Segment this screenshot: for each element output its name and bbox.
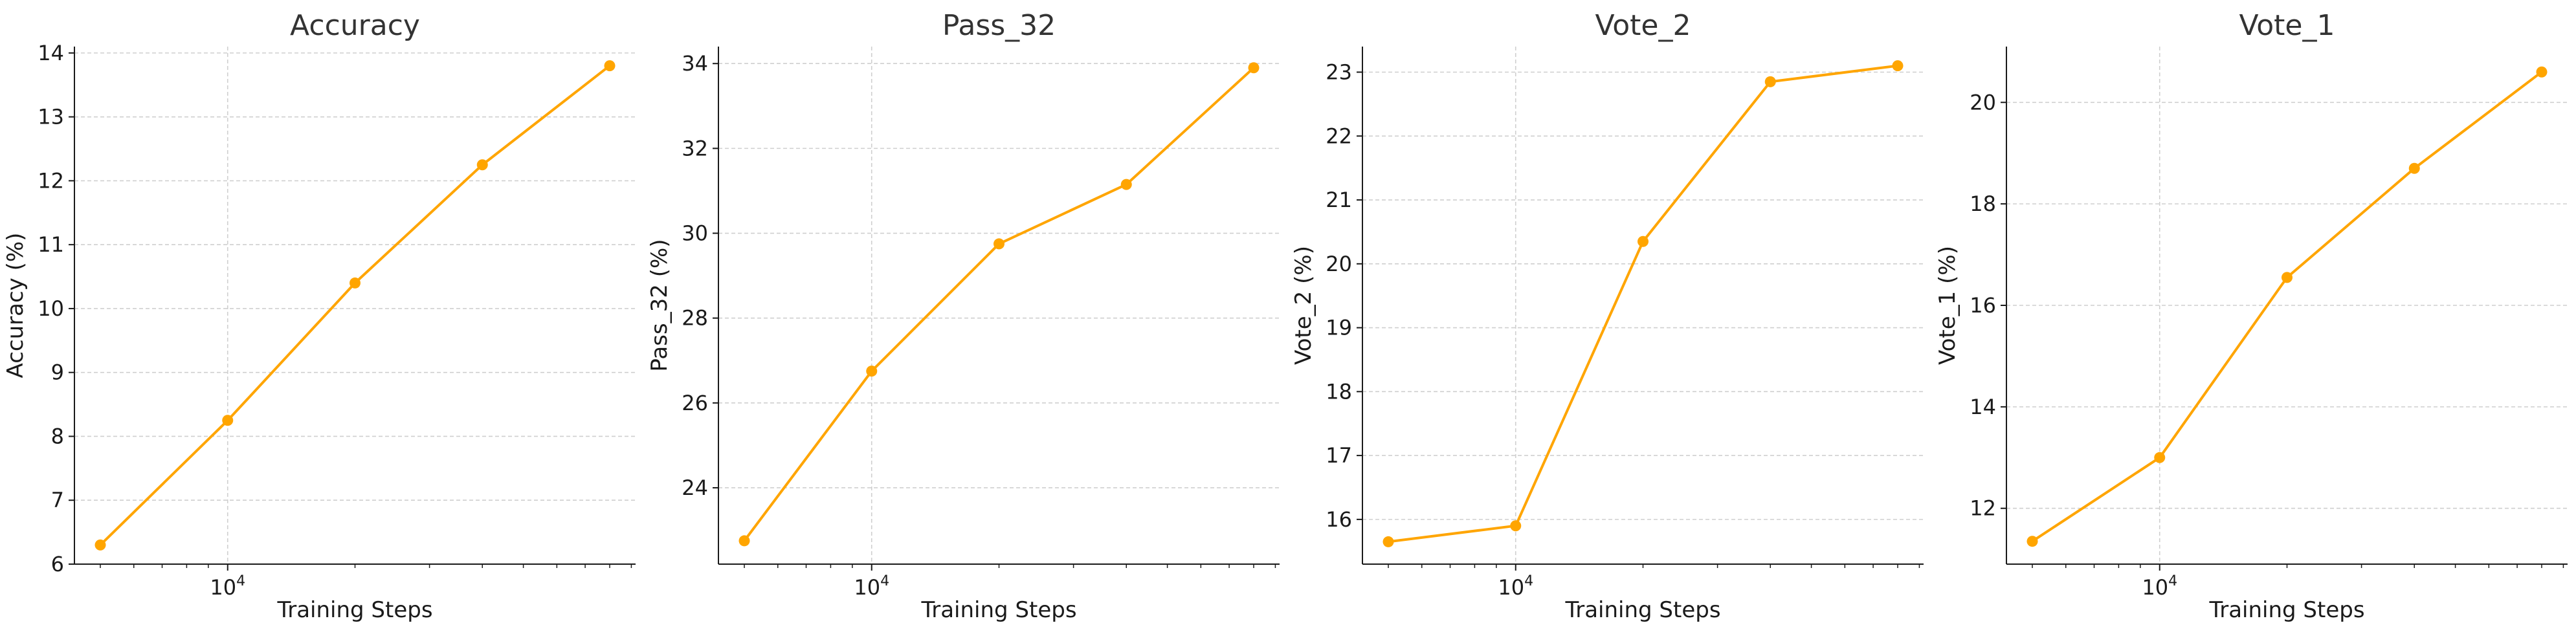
y-tick-label: 7 [51,488,64,512]
x-axis-label: Training Steps [920,597,1076,623]
x-tick-base: 10 [854,575,880,600]
y-tick-label: 18 [1970,191,1996,216]
y-tick-label: 14 [38,41,64,65]
y-tick-label: 17 [1326,443,1352,468]
y-tick-label: 13 [38,105,64,129]
chart-title: Vote_1 [2239,9,2335,42]
x-axis-label: Training Steps [1564,597,1720,623]
data-point [1764,76,1776,87]
x-axis-label: Training Steps [2208,597,2364,623]
data-point [222,415,234,426]
y-tick-label: 18 [1326,379,1352,404]
data-point [1510,520,1522,532]
x-tick-label: 104 [210,573,245,600]
x-axis-label: Training Steps [276,597,432,623]
chart-panel-4: 12 14 16 18 20 104 Vote_1 Training Steps Vote_1 … [1935,9,2568,623]
series-line [1388,64,1898,543]
data-point [2154,452,2166,463]
chart-title: Accuracy [290,9,420,42]
x-tick-exponent: 4 [236,573,245,589]
chart-title: Pass_32 [942,9,1056,42]
y-tick-label: 19 [1326,316,1352,340]
series-line [2031,71,2543,543]
y-tick-label: 12 [38,168,64,193]
y-axis-label: Accuracy (%) [3,233,28,378]
data-point [2536,66,2548,78]
data-point [1638,235,1649,247]
data-point [1248,62,1260,74]
data-point [1892,60,1904,72]
x-tick-exponent: 4 [1524,573,1533,589]
x-tick-base: 10 [210,575,236,600]
y-axis-label: Pass_32 (%) [647,239,672,371]
y-tick-label: 28 [682,306,708,331]
data-point [866,366,878,377]
x-tick-exponent: 4 [2168,573,2177,589]
y-tick-label: 21 [1326,188,1352,212]
data-point [2282,272,2293,283]
x-tick-label: 104 [854,573,889,600]
y-axis-label: Vote_1 (%) [1935,246,1960,365]
data-point [350,277,361,289]
series-line [743,67,1255,542]
y-tick-label: 11 [38,232,64,257]
chart-title: Vote_2 [1595,9,1691,42]
y-tick-label: 12 [1970,496,1996,521]
data-point [1120,179,1132,190]
data-point [2408,162,2420,174]
y-tick-label: 6 [51,552,64,576]
series-line [99,65,611,546]
y-axis-label: Vote_2 (%) [1291,246,1316,365]
y-tick-label: 10 [38,296,64,321]
x-tick-label: 104 [2142,573,2177,600]
y-tick-label: 20 [1326,252,1352,276]
data-point [2026,536,2038,547]
y-tick-label: 9 [51,360,64,385]
data-point [94,539,106,551]
y-tick-label: 20 [1970,90,1996,115]
y-tick-label: 30 [682,221,708,246]
x-tick-base: 10 [2142,575,2168,600]
data-point [476,159,488,171]
data-point [738,535,750,547]
y-tick-label: 26 [682,391,708,415]
y-tick-label: 14 [1970,395,1996,419]
y-tick-label: 32 [682,136,708,160]
data-point [604,60,616,72]
y-tick-label: 16 [1326,507,1352,532]
y-tick-label: 24 [682,476,708,500]
y-tick-label: 23 [1326,60,1352,85]
x-tick-label: 104 [1498,573,1533,600]
y-tick-label: 22 [1326,124,1352,148]
chart-panel-3: 16 17 18 19 20 21 22 23 104 Vote_2 Training Steps V… [1291,9,1924,623]
y-tick-label: 8 [51,424,64,448]
y-tick-label: 16 [1970,293,1996,318]
chart-panel-2: 24 26 28 30 32 34 104 Pass_32 Training Steps Pass… [647,9,1280,623]
data-point [1382,536,1394,547]
x-tick-exponent: 4 [880,573,889,589]
x-tick-base: 10 [1498,575,1524,600]
data-point [994,238,1005,250]
y-tick-label: 34 [682,51,708,76]
